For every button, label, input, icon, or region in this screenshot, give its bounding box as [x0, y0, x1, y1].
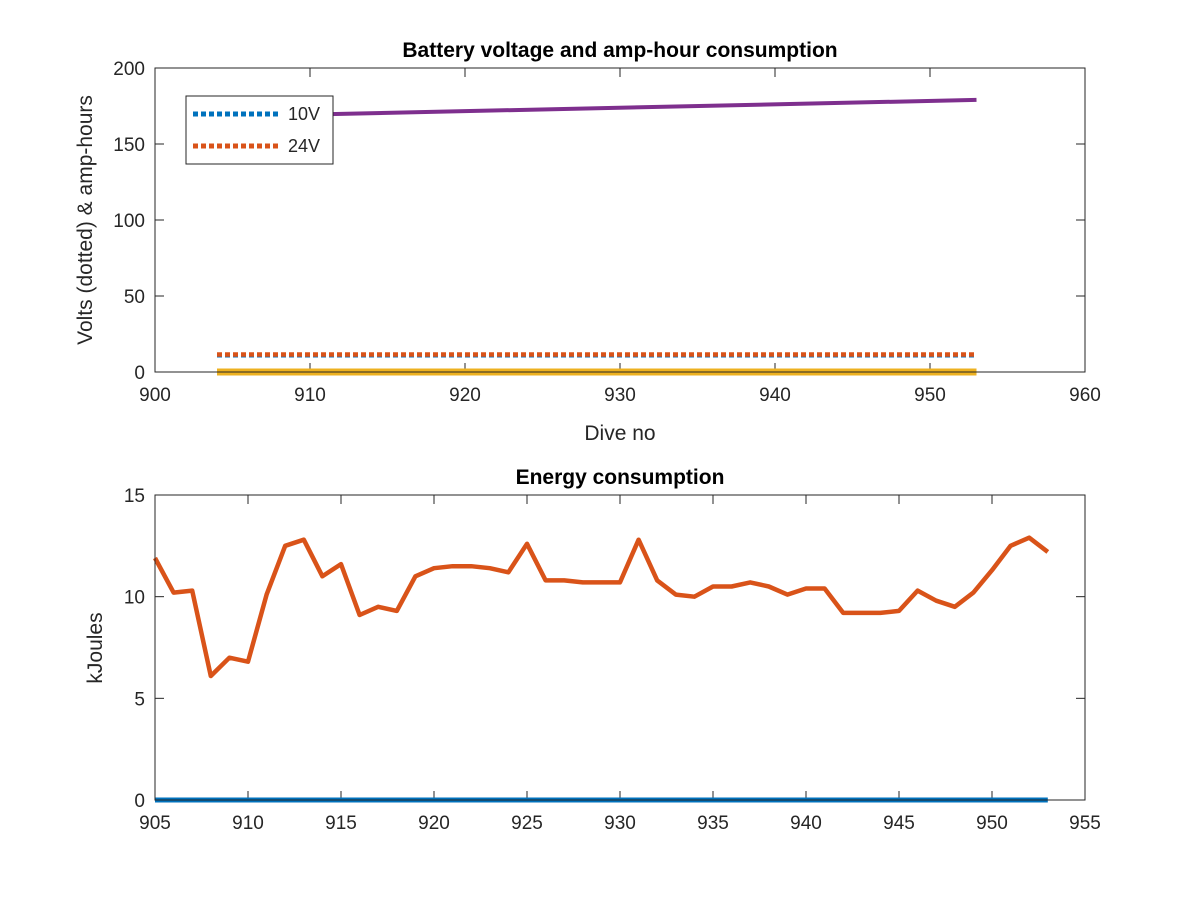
battery-voltage-panel: Battery voltage and amp-hour consumption… [74, 39, 1101, 445]
x-tick-label: 920 [449, 385, 481, 406]
x-tick-label: 940 [790, 813, 822, 834]
y-tick-label: 150 [113, 135, 145, 156]
x-tick-label: 910 [232, 813, 264, 834]
x-tick-label: 960 [1069, 385, 1101, 406]
energy-consumption-panel: Energy consumption 905 910 915 920 925 930 935… [84, 466, 1101, 834]
y-tick-label: 5 [134, 689, 145, 710]
x-tick-label: 920 [418, 813, 450, 834]
x-tick-label: 940 [759, 385, 791, 406]
x-tick-label: 930 [604, 813, 636, 834]
y-axis-label: Volts (dotted) & amp-hours [74, 95, 97, 345]
axes-box [154, 494, 1086, 801]
y-axis-label: kJoules [84, 612, 107, 683]
x-tick-label: 945 [883, 813, 915, 834]
y-tick-label: 50 [124, 287, 145, 308]
y-tick-label: 100 [113, 211, 145, 232]
legend: 10V 24V [185, 95, 334, 165]
chart-title: Energy consumption [516, 466, 725, 489]
x-tick-label: 915 [325, 813, 357, 834]
x-tick-label: 955 [1069, 813, 1101, 834]
legend-label-24v: 24V [288, 136, 320, 156]
series-line-solid-1 [153, 535, 1050, 679]
tick-layer: 905 910 915 920 925 930 935 940 945 950 955 0 5 10 15 [124, 486, 1101, 834]
y-tick-label: 0 [134, 791, 145, 812]
x-tick-label: 950 [914, 385, 946, 406]
y-tick-label: 0 [134, 363, 145, 384]
y-tick-label: 10 [124, 588, 145, 609]
x-tick-label: 930 [604, 385, 636, 406]
x-tick-label: 950 [976, 813, 1008, 834]
series-line-solid-3 [216, 97, 977, 119]
x-axis-label: Dive no [584, 422, 655, 445]
legend-label-10v: 10V [288, 104, 320, 124]
axes-box [154, 67, 1086, 373]
tick-layer: 900 910 920 930 940 950 960 0 50 100 150 200 [113, 59, 1101, 406]
chart-title: Battery voltage and amp-hour consumption [402, 39, 837, 62]
x-tick-label: 910 [294, 385, 326, 406]
x-tick-label: 900 [139, 385, 171, 406]
legend-box [185, 95, 334, 165]
x-tick-label: 905 [139, 813, 171, 834]
x-tick-label: 935 [697, 813, 729, 834]
y-tick-label: 200 [113, 59, 145, 80]
x-tick-label: 925 [511, 813, 543, 834]
y-tick-label: 15 [124, 486, 145, 507]
